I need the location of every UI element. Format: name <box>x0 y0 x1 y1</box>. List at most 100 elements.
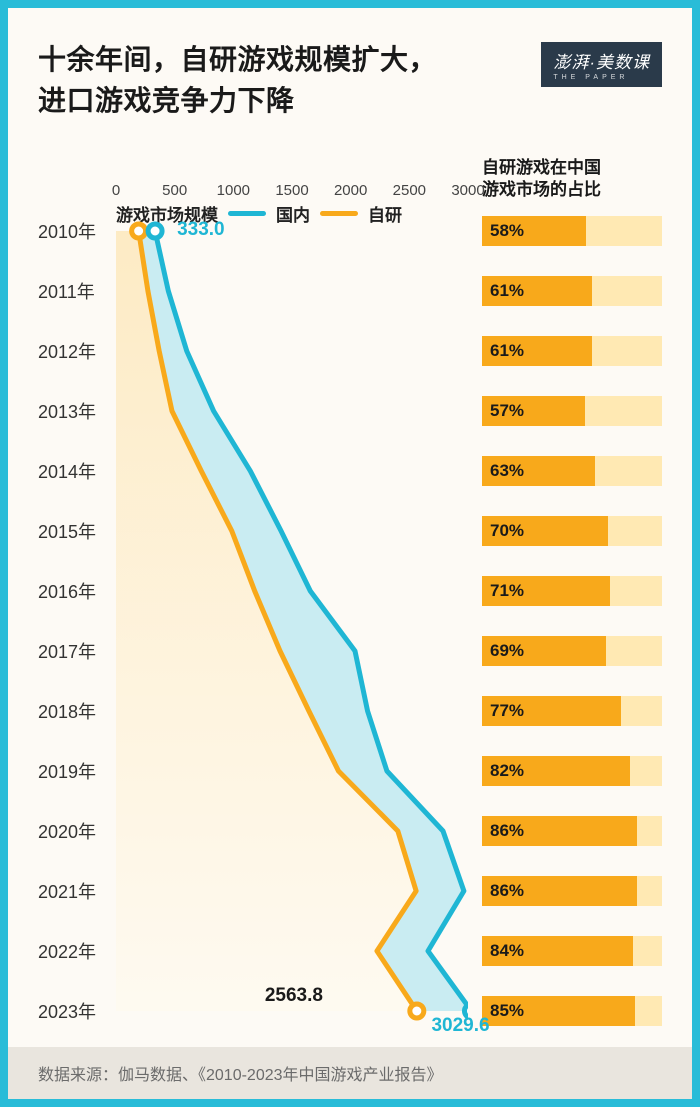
line-cell <box>116 801 468 861</box>
chart-row: 2014年 63% <box>38 441 662 501</box>
bar-value-label: 57% <box>490 401 524 421</box>
axis-tick: 500 <box>162 182 187 199</box>
chart-row: 2010年 58% <box>38 201 662 261</box>
axis-tick: 1000 <box>217 182 250 199</box>
year-label: 2015年 <box>38 518 116 544</box>
bar-cell: 84% <box>468 921 662 981</box>
bar-cell: 82% <box>468 741 662 801</box>
line-cell <box>116 381 468 441</box>
bar-value-label: 77% <box>490 701 524 721</box>
year-label: 2020年 <box>38 818 116 844</box>
bar-cell: 57% <box>468 381 662 441</box>
year-label: 2019年 <box>38 758 116 784</box>
line-cell <box>116 921 468 981</box>
line-cell <box>116 981 468 1041</box>
year-label: 2010年 <box>38 218 116 244</box>
axis-tick: 0 <box>112 182 120 199</box>
chart-header: 游戏市场规模 国内 自研 050010001500200025003000 自研… <box>38 143 662 201</box>
bar-cell: 61% <box>468 321 662 381</box>
chart-row: 2022年 84% <box>38 921 662 981</box>
bar-track: 63% <box>482 456 662 486</box>
footer: 数据来源：伽马数据、《2010-2023年中国游戏产业报告》 <box>8 1047 692 1099</box>
year-label: 2023年 <box>38 998 116 1024</box>
bar-track: 82% <box>482 756 662 786</box>
infographic-frame: 十余年间，自研游戏规模扩大， 进口游戏竞争力下降 澎湃·美数课 THE PAPE… <box>0 0 700 1107</box>
line-cell <box>116 201 468 261</box>
chart-row: 2016年 71% <box>38 561 662 621</box>
bar-cell: 70% <box>468 501 662 561</box>
bar-value-label: 85% <box>490 1001 524 1021</box>
bar-track: 84% <box>482 936 662 966</box>
bar-cell: 71% <box>468 561 662 621</box>
bar-cell: 69% <box>468 621 662 681</box>
bar-cell: 61% <box>468 261 662 321</box>
chart-row: 2021年 86% <box>38 861 662 921</box>
bar-value-label: 71% <box>490 581 524 601</box>
bar-track: 77% <box>482 696 662 726</box>
axis-ticks: 050010001500200025003000 <box>116 179 468 201</box>
chart-row: 2011年 61% <box>38 261 662 321</box>
logo-main: 澎湃·美数课 <box>553 53 650 72</box>
year-label: 2021年 <box>38 878 116 904</box>
bar-chart-title: 自研游戏在中国 游戏市场的占比 <box>482 157 662 201</box>
line-cell <box>116 741 468 801</box>
line-cell <box>116 501 468 561</box>
bar-value-label: 63% <box>490 461 524 481</box>
bar-cell: 86% <box>468 861 662 921</box>
year-label: 2017年 <box>38 638 116 664</box>
chart-rows: 2010年 58% 2011年 61% 2012年 61% 2013年 57% 2014年 63%… <box>38 201 662 1041</box>
line-cell <box>116 441 468 501</box>
year-label: 2012年 <box>38 338 116 364</box>
publisher-logo: 澎湃·美数课 THE PAPER <box>541 42 662 87</box>
bar-value-label: 82% <box>490 761 524 781</box>
bar-track: 85% <box>482 996 662 1026</box>
bar-track: 69% <box>482 636 662 666</box>
chart-row: 2017年 69% <box>38 621 662 681</box>
chart-row: 2013年 57% <box>38 381 662 441</box>
header: 十余年间，自研游戏规模扩大， 进口游戏竞争力下降 澎湃·美数课 THE PAPE… <box>38 40 662 121</box>
bar-track: 86% <box>482 816 662 846</box>
bar-value-label: 58% <box>490 221 524 241</box>
bar-value-label: 61% <box>490 281 524 301</box>
bar-cell: 63% <box>468 441 662 501</box>
bar-cell: 77% <box>468 681 662 741</box>
line-cell <box>116 681 468 741</box>
chart-row: 2020年 86% <box>38 801 662 861</box>
bar-column-header: 自研游戏在中国 游戏市场的占比 <box>468 157 662 201</box>
year-label: 2011年 <box>38 278 116 304</box>
chart-row: 2015年 70% <box>38 501 662 561</box>
bar-track: 70% <box>482 516 662 546</box>
bar-cell: 58% <box>468 201 662 261</box>
bar-value-label: 86% <box>490 821 524 841</box>
year-label: 2022年 <box>38 938 116 964</box>
chart-area: 游戏市场规模 国内 自研 050010001500200025003000 自研… <box>38 143 662 1053</box>
bar-track: 61% <box>482 336 662 366</box>
bar-value-label: 84% <box>490 941 524 961</box>
axis-tick: 1500 <box>275 182 308 199</box>
year-label: 2016年 <box>38 578 116 604</box>
bar-cell: 85% <box>468 981 662 1041</box>
bar-track: 86% <box>482 876 662 906</box>
data-source: 数据来源：伽马数据、《2010-2023年中国游戏产业报告》 <box>38 1067 443 1084</box>
bar-track: 71% <box>482 576 662 606</box>
year-label: 2014年 <box>38 458 116 484</box>
line-cell <box>116 561 468 621</box>
axis-tick: 2500 <box>393 182 426 199</box>
bar-value-label: 69% <box>490 641 524 661</box>
axis-tick: 2000 <box>334 182 367 199</box>
bar-value-label: 86% <box>490 881 524 901</box>
page-title: 十余年间，自研游戏规模扩大， 进口游戏竞争力下降 <box>38 40 437 121</box>
year-label: 2013年 <box>38 398 116 424</box>
bar-track: 58% <box>482 216 662 246</box>
axis-tick: 3000 <box>451 182 484 199</box>
logo-sub: THE PAPER <box>553 74 650 81</box>
chart-row: 2019年 82% <box>38 741 662 801</box>
chart-row: 2018年77% <box>38 681 662 741</box>
title-line-2: 进口游戏竞争力下降 <box>38 85 295 116</box>
bar-cell: 86% <box>468 801 662 861</box>
chart-row: 2023年 85% <box>38 981 662 1041</box>
title-line-1: 十余年间，自研游戏规模扩大， <box>38 44 437 75</box>
line-cell <box>116 621 468 681</box>
line-cell <box>116 261 468 321</box>
line-cell <box>116 321 468 381</box>
